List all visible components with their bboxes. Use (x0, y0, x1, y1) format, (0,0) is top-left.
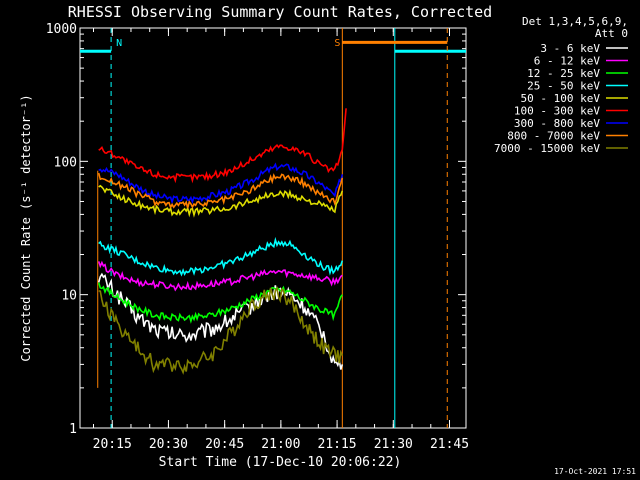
legend-label: 25 - 50 keV (527, 80, 600, 93)
x-tick-label: 21:30 (374, 437, 413, 452)
x-tick-label: 20:30 (149, 437, 188, 452)
plot-frame (79, 27, 467, 429)
legend-label: 3 - 6 keV (540, 42, 600, 55)
legend-label: 300 - 800 keV (514, 117, 600, 130)
x-tick-label: 21:15 (318, 437, 357, 452)
y-tick-label: 100 (54, 155, 77, 170)
legend-label: 7000 - 15000 keV (494, 142, 600, 155)
series-line-2 (97, 282, 343, 324)
series-line-6 (98, 162, 344, 205)
y-tick-label: 1000 (46, 22, 77, 37)
footer-timestamp: 17-Oct-2021 17:51 (554, 467, 636, 476)
legend-label: 50 - 100 keV (521, 92, 601, 105)
series-group (97, 108, 347, 375)
annotation-n: N (116, 38, 122, 49)
chart-title: RHESSI Observing Summary Count Rates, Co… (68, 3, 492, 21)
annotation-s: S (334, 38, 340, 49)
y-tick-label: 1 (69, 422, 77, 437)
y-tick-label: 10 (61, 289, 77, 304)
x-tick-label: 20:45 (205, 437, 244, 452)
x-tick-label: 21:00 (261, 437, 300, 452)
x-tick-label: 21:45 (430, 437, 469, 452)
x-tick-label: 20:15 (93, 437, 132, 452)
series-line-3 (98, 236, 344, 277)
axis-ticks: 20:15 20:30 20:45 21:00 21:15 21:30 21:45 1 10 10… (46, 22, 469, 452)
legend-label: 6 - 12 keV (534, 55, 601, 68)
series-line-5 (98, 108, 347, 184)
series-line-1 (97, 260, 343, 292)
legend-label: 100 - 300 keV (514, 105, 600, 118)
legend-header: Det 1,3,4,5,6,9, (522, 15, 628, 28)
x-axis-label: Start Time (17-Dec-10 20:06:22) (159, 455, 402, 470)
y-axis-label: Corrected Count Rate (s⁻¹ detector⁻¹) (19, 94, 33, 361)
series-line-7 (97, 172, 344, 209)
series-line-0 (97, 272, 344, 370)
series-line-4 (98, 184, 344, 218)
legend-label: 800 - 7000 keV (507, 130, 600, 143)
legend-header: Att 0 (595, 27, 628, 40)
series-line-8 (98, 286, 344, 375)
legend-label: 12 - 25 keV (527, 67, 600, 80)
